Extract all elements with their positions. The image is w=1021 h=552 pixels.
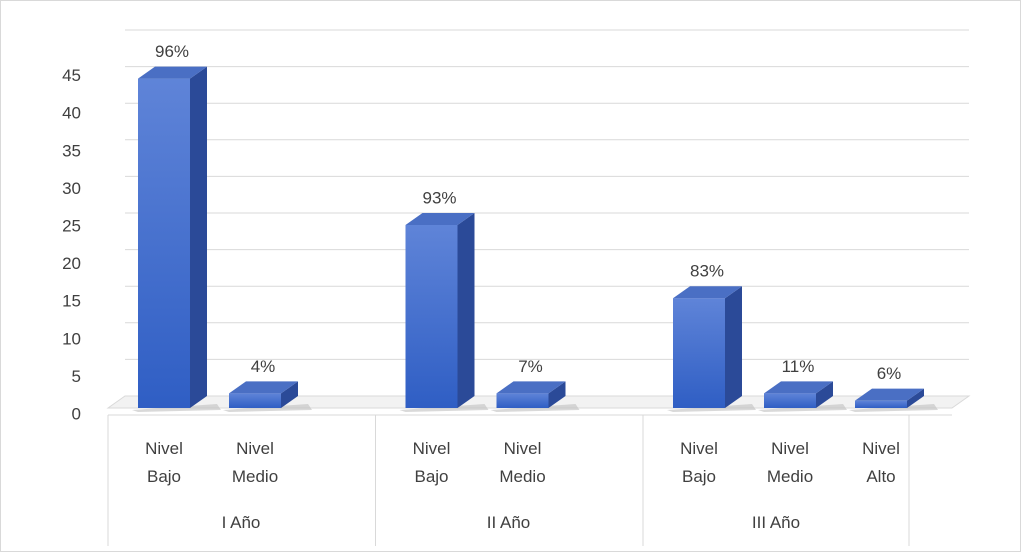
y-tick-label: 15	[62, 292, 81, 311]
bar-top	[673, 286, 742, 299]
bar-side	[725, 286, 742, 408]
y-tick-label: 40	[62, 104, 81, 123]
bar	[405, 225, 458, 408]
y-tick-label: 5	[72, 367, 81, 386]
data-label: 11%	[782, 357, 815, 376]
data-label: 7%	[518, 357, 543, 376]
bar-top	[138, 66, 207, 79]
bar-top	[405, 213, 475, 225]
y-tick-label: 25	[62, 216, 81, 235]
bar-top	[764, 381, 833, 394]
bar-top	[855, 388, 924, 401]
y-tick-label: 35	[62, 141, 81, 160]
bar	[138, 78, 190, 408]
x-tick-label: Nivel Bajo	[145, 439, 183, 486]
y-tick-label: 10	[62, 329, 81, 348]
bar-side	[816, 381, 833, 408]
x-tick-label: Nivel Medio	[231, 439, 279, 486]
bar-side	[190, 66, 207, 408]
x-tick-label: Nivel Medio	[766, 439, 814, 486]
group-label: III Año	[751, 513, 801, 532]
x-tick-label: Nivel Bajo	[412, 439, 451, 486]
bar-top	[496, 381, 566, 394]
bar-side	[281, 381, 298, 408]
x-tick-label: Nivel Alto	[862, 439, 900, 486]
bar-top	[229, 381, 298, 394]
data-label: 93%	[422, 188, 456, 207]
group-label: I Año	[221, 513, 261, 532]
y-tick-label: 30	[62, 179, 81, 198]
bar-side	[457, 213, 475, 408]
data-label: 4%	[251, 357, 276, 376]
y-tick-label: 20	[62, 254, 81, 273]
bar	[673, 298, 725, 408]
group-label: II Año	[486, 513, 531, 532]
bar-side	[548, 381, 566, 408]
y-tick-label: 45	[62, 66, 81, 85]
data-label: 96%	[155, 42, 189, 61]
y-tick-label: 0	[72, 404, 81, 423]
data-label: 6%	[877, 364, 902, 383]
x-tick-label: Nivel Medio	[499, 439, 546, 486]
data-label: 83%	[690, 262, 724, 281]
bar	[764, 393, 816, 408]
bar	[229, 393, 281, 408]
bar	[496, 393, 549, 408]
bar-side	[907, 388, 924, 408]
bar	[855, 400, 907, 408]
x-tick-label: Nivel Bajo	[680, 439, 718, 486]
